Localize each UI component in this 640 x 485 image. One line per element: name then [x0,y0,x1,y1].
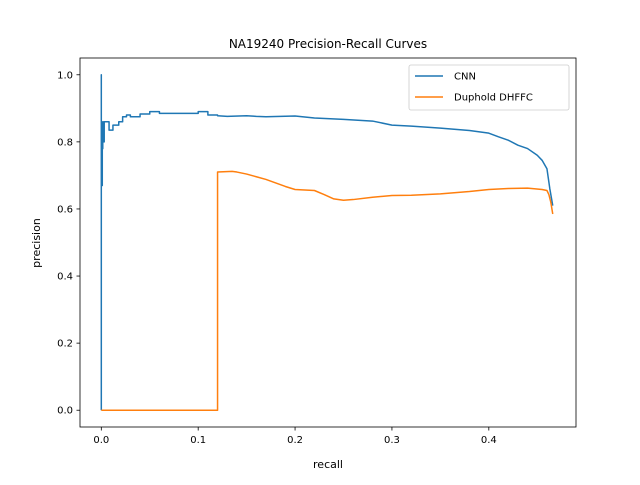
legend-label-duphold-dhffc: Duphold DHFFC [454,93,533,104]
chart-title: NA19240 Precision-Recall Curves [229,37,427,51]
x-axis-label: recall [313,458,343,471]
x-tick-label: 0.1 [190,435,206,446]
y-tick-label: 0.6 [57,204,73,215]
x-tick-label: 0.4 [481,435,497,446]
series-line-cnn [100,74,554,411]
x-tick-label: 0.2 [287,435,303,446]
y-tick-label: 0.0 [57,406,73,417]
legend-box [408,64,570,111]
axes-frame [79,57,577,428]
legend: CNN Duphold DHFFC [408,64,570,111]
legend-label-cnn: CNN [454,72,476,83]
x-tick-label: 0.3 [384,435,400,446]
axes-layer: 0.0 0.1 0.2 0.3 0.4 0.0 0.2 0.4 0.6 0.8 1.0 [57,57,577,446]
y-tick-label: 0.4 [57,272,73,283]
y-tick-label: 0.2 [57,339,73,350]
y-axis-label: precision [30,218,43,268]
series-line-duphold-dhffc [101,170,554,411]
x-tick-label: 0.0 [93,435,109,446]
y-tick-label: 0.8 [57,137,73,148]
plot-layer [100,74,554,411]
y-tick-label: 1.0 [57,70,73,81]
